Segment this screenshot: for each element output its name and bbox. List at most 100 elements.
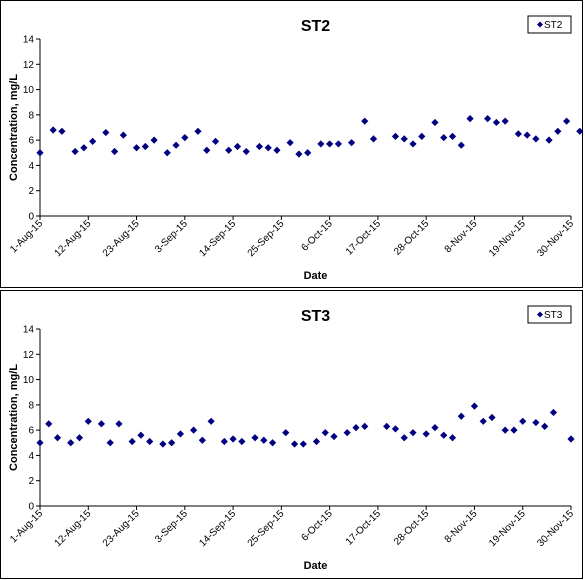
data-point bbox=[431, 118, 439, 127]
data-point bbox=[343, 429, 351, 437]
data-point bbox=[361, 422, 369, 430]
chart-title: ST3 bbox=[301, 308, 330, 325]
data-point bbox=[514, 130, 522, 138]
data-point bbox=[80, 144, 88, 152]
x-tick-label: 25-Sep-15 bbox=[246, 218, 287, 259]
data-point bbox=[84, 417, 92, 425]
data-point bbox=[106, 439, 114, 447]
data-point bbox=[448, 434, 457, 442]
y-tick-label: 2 bbox=[28, 476, 34, 487]
x-tick-label: 8-Nov-15 bbox=[443, 508, 480, 545]
data-point bbox=[189, 426, 198, 434]
data-point bbox=[563, 117, 571, 125]
data-point bbox=[260, 436, 268, 444]
data-point bbox=[304, 149, 312, 157]
data-point bbox=[492, 118, 500, 127]
data-point bbox=[141, 142, 149, 151]
x-tick-label: 25-Sep-15 bbox=[246, 508, 287, 549]
data-point bbox=[111, 147, 119, 156]
data-point bbox=[545, 136, 553, 144]
data-point bbox=[391, 132, 400, 140]
data-point bbox=[295, 150, 303, 158]
x-tick-label: 17-Oct-15 bbox=[344, 218, 384, 258]
data-point bbox=[440, 134, 448, 142]
legend-box bbox=[527, 15, 572, 34]
x-tick-label: 23-Aug-15 bbox=[101, 508, 142, 549]
y-tick-label: 10 bbox=[23, 85, 35, 96]
y-tick-label: 10 bbox=[23, 375, 35, 386]
data-point bbox=[286, 139, 294, 147]
data-point bbox=[211, 137, 220, 146]
data-point bbox=[146, 437, 154, 446]
data-point bbox=[554, 127, 562, 135]
data-point bbox=[479, 417, 487, 425]
data-point bbox=[334, 140, 343, 148]
data-point bbox=[431, 424, 439, 432]
y-tick-label: 6 bbox=[28, 136, 34, 147]
data-point bbox=[115, 420, 123, 428]
x-tick-label: 3-Sep-15 bbox=[153, 218, 190, 255]
x-tick-label: 17-Oct-15 bbox=[344, 508, 384, 548]
data-point bbox=[567, 435, 575, 443]
data-point bbox=[501, 426, 509, 434]
data-point bbox=[242, 147, 250, 156]
x-tick-label: 1-Aug-15 bbox=[8, 508, 45, 545]
x-tick-label: 12-Aug-15 bbox=[53, 218, 94, 259]
data-point bbox=[172, 141, 180, 149]
data-point bbox=[422, 430, 430, 438]
data-point bbox=[290, 440, 299, 448]
x-tick-label: 14-Sep-15 bbox=[197, 508, 238, 549]
data-point bbox=[150, 136, 158, 144]
data-point bbox=[207, 417, 215, 425]
y-tick-label: 2 bbox=[28, 186, 34, 197]
legend-label: ST2 bbox=[544, 20, 563, 31]
legend-marker bbox=[537, 311, 543, 318]
data-point bbox=[321, 429, 329, 437]
y-tick-label: 12 bbox=[23, 60, 35, 71]
x-tick-label: 12-Aug-15 bbox=[53, 508, 94, 549]
data-point bbox=[448, 132, 457, 140]
data-point bbox=[488, 413, 496, 422]
data-point bbox=[128, 437, 136, 446]
data-point bbox=[532, 418, 540, 427]
data-point bbox=[409, 140, 417, 148]
data-point bbox=[541, 422, 549, 430]
data-point bbox=[255, 142, 264, 151]
x-tick-label: 30-Nov-15 bbox=[535, 508, 576, 549]
data-point bbox=[326, 140, 334, 148]
legend-box bbox=[527, 305, 572, 324]
data-point bbox=[194, 127, 202, 135]
data-point bbox=[53, 434, 62, 442]
data-point bbox=[576, 127, 584, 135]
legend-marker bbox=[537, 21, 543, 28]
data-point bbox=[251, 434, 259, 442]
data-point bbox=[282, 429, 290, 437]
data-point bbox=[45, 420, 53, 428]
y-tick-label: 6 bbox=[28, 426, 34, 437]
data-point bbox=[36, 439, 44, 447]
x-axis-label: Date bbox=[304, 270, 328, 282]
data-point bbox=[75, 434, 84, 442]
data-point bbox=[273, 146, 281, 154]
data-point bbox=[36, 149, 44, 157]
x-tick-label: 28-Oct-15 bbox=[392, 218, 432, 258]
x-tick-label: 1-Aug-15 bbox=[8, 218, 45, 255]
y-tick-label: 4 bbox=[28, 161, 34, 172]
series-points bbox=[36, 115, 584, 158]
data-point bbox=[163, 149, 171, 157]
data-point bbox=[49, 126, 57, 134]
data-point bbox=[484, 115, 492, 123]
data-point bbox=[532, 135, 540, 143]
data-point bbox=[391, 425, 400, 433]
x-tick-label: 28-Oct-15 bbox=[392, 508, 432, 548]
x-tick-label: 23-Aug-15 bbox=[101, 218, 142, 259]
data-point bbox=[457, 412, 465, 420]
data-point bbox=[233, 142, 242, 151]
y-tick-label: 8 bbox=[28, 400, 34, 411]
data-point bbox=[198, 436, 206, 444]
data-point bbox=[238, 437, 246, 446]
x-axis-label: Date bbox=[304, 560, 328, 572]
data-point bbox=[268, 439, 277, 447]
x-tick-label: 6-Oct-15 bbox=[299, 508, 335, 544]
data-point bbox=[400, 135, 408, 143]
